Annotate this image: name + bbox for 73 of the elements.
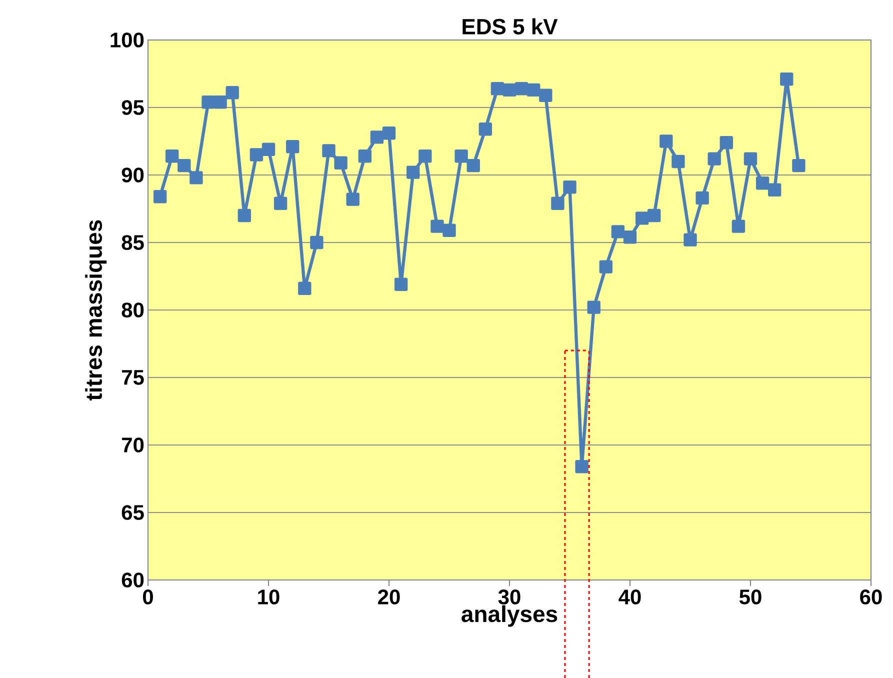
point [708,152,721,166]
chart-title: EDS 5 kV [462,18,558,34]
y-tick-label: 70 [122,438,144,452]
point [527,83,540,97]
point [274,196,288,210]
point [382,126,396,140]
point [286,140,300,154]
point [551,196,564,210]
point [250,148,264,162]
point [792,158,806,172]
point [442,224,456,237]
point [370,130,384,144]
point [226,86,239,100]
point [454,150,468,163]
point [190,171,203,184]
point [514,82,528,96]
point [623,230,637,244]
point [334,156,348,170]
point [648,208,661,222]
point [238,208,252,222]
point [166,150,179,163]
x-axis-title: analyses [462,605,558,627]
x-tick-label: 0 [142,590,153,604]
point [732,220,746,233]
point [780,72,794,86]
point [346,192,360,206]
point [202,95,215,109]
point [153,190,167,204]
point [611,225,625,238]
point [310,236,324,250]
y-tick-label: 65 [122,505,144,520]
x-tick-label: 20 [378,590,400,604]
point [214,95,227,109]
x-tick-label: 10 [258,590,280,604]
y-tick-label: 60 [122,572,144,588]
point [298,282,312,295]
x-tick-label: 40 [618,590,641,604]
point [502,83,516,97]
point [696,191,709,205]
point [490,82,504,96]
y-axis-title: titres massiques [85,220,107,400]
y-tick-label: 90 [122,168,144,182]
point [478,122,492,136]
point [635,212,649,225]
point [394,278,408,291]
y-tick-label: 80 [122,302,144,318]
point [599,260,613,274]
point [466,158,480,172]
point [430,220,444,233]
point [660,134,673,148]
y-tick-label: 85 [122,235,144,250]
x-tick-label: 30 [498,590,520,604]
point [684,233,697,246]
x-tick-label: 50 [739,590,762,604]
point [418,150,432,163]
point [575,460,588,474]
point [563,180,576,194]
point [406,166,420,179]
point [756,176,770,190]
point [262,142,276,156]
y-tick-label: 95 [122,100,144,115]
point [744,152,758,166]
point [358,150,372,163]
point [672,154,685,168]
point [322,144,336,158]
point [768,183,782,196]
point [178,158,191,172]
y-tick-label: 100 [110,32,144,48]
point [539,88,552,102]
x-tick-label: 60 [860,590,882,604]
point [720,136,733,150]
y-tick-label: 75 [122,370,144,385]
point [587,300,600,314]
